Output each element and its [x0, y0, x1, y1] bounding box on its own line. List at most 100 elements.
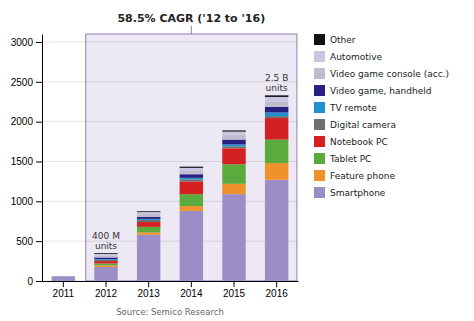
legend-swatch [314, 170, 325, 181]
y-tick: 1000 [11, 196, 42, 207]
grid-line [42, 241, 298, 242]
series [94, 116, 288, 261]
x-tick-label: 2016 [266, 288, 289, 299]
bar [94, 263, 117, 265]
bar [52, 276, 75, 277]
bar [137, 227, 160, 233]
bar [180, 168, 203, 170]
y-tick-mark [36, 201, 42, 202]
series [94, 163, 288, 267]
y-tick-mark [36, 241, 42, 242]
chart: 0500100015002000250030002011201220132014… [0, 0, 474, 321]
y-tick: 0 [27, 276, 42, 287]
legend: OtherAutomotiveVideo game console (acc.)… [314, 34, 449, 198]
annotation: 400 Munits [92, 231, 120, 251]
legend-swatch [314, 85, 325, 96]
bar [265, 140, 288, 164]
bar [94, 260, 117, 261]
legend-swatch [314, 51, 325, 62]
legend-swatch [314, 136, 325, 147]
series [52, 180, 289, 281]
series [94, 107, 288, 259]
legend-item: Digital camera [314, 119, 396, 130]
x-axis: 201120122013201420152016 [43, 281, 299, 299]
legend-label: Video game, handheld [330, 86, 431, 96]
bar [52, 276, 75, 277]
y-tick-label: 500 [16, 236, 33, 247]
bar [265, 116, 288, 118]
series [94, 140, 288, 266]
bar [137, 217, 160, 219]
bar [94, 256, 117, 258]
bar [180, 178, 203, 180]
legend-item: Automotive [314, 51, 383, 62]
bar [94, 253, 117, 255]
legend-item: Tablet PC [314, 153, 371, 164]
legend-label: Smartphone [330, 188, 386, 198]
grid [42, 42, 298, 281]
bar [137, 214, 160, 217]
x-tick-mark [234, 281, 235, 287]
grid-line [42, 201, 298, 202]
bar [137, 219, 160, 220]
legend-swatch [314, 34, 325, 45]
x-tick-label: 2013 [138, 288, 161, 299]
bar [137, 235, 160, 281]
grid-line [42, 281, 298, 282]
bar [265, 107, 288, 113]
bar [180, 174, 203, 178]
x-tick-mark [191, 281, 192, 287]
legend-swatch [314, 187, 325, 198]
highlight-span [86, 34, 297, 281]
x-tick-mark [276, 281, 277, 287]
y-tick: 2500 [11, 77, 42, 88]
y-tick-mark [36, 281, 42, 282]
x-tick-label: 2012 [95, 288, 118, 299]
x-tick: 2015 [223, 281, 246, 299]
bar [137, 220, 160, 222]
series [94, 101, 288, 257]
bar [94, 254, 117, 256]
series [94, 95, 288, 254]
bar [265, 112, 288, 116]
legend-label: TV remote [329, 103, 377, 113]
y-tick-label: 2500 [11, 77, 34, 88]
bar [180, 206, 203, 211]
grid-line [42, 41, 298, 42]
title: 58.5% CAGR ('12 to '16) [117, 12, 265, 25]
bar [222, 135, 245, 140]
bar [52, 276, 75, 277]
bar [265, 180, 288, 281]
bar [137, 232, 160, 234]
bar [222, 184, 245, 194]
legend-label: Video game console (acc.) [330, 69, 449, 79]
bar [52, 276, 75, 277]
bar [222, 194, 245, 281]
series [94, 118, 288, 263]
bar [94, 257, 117, 259]
x-tick: 2013 [138, 281, 161, 299]
annotation: 2.5 Bunits [265, 73, 288, 93]
bar [265, 163, 288, 180]
grid-line [42, 121, 298, 122]
bar [137, 222, 160, 227]
x-tick-mark [148, 281, 149, 287]
legend-label: Digital camera [330, 120, 396, 130]
bar [94, 261, 117, 263]
legend-item: Feature phone [314, 170, 395, 181]
series [94, 112, 288, 259]
bar [222, 164, 245, 184]
x-axis-line [43, 281, 299, 282]
y-tick-label: 1000 [11, 196, 34, 207]
y-tick-label: 2000 [11, 116, 34, 127]
bar [222, 148, 245, 164]
legend-swatch [314, 68, 325, 79]
bar [52, 276, 75, 277]
bar [94, 267, 117, 281]
y-axis: 050010001500200025003000 [11, 35, 43, 287]
bar [180, 170, 203, 174]
source: Source: Semico Research [116, 307, 224, 317]
bar [222, 146, 245, 148]
title-bracket [191, 26, 192, 34]
y-tick-mark [36, 122, 42, 123]
